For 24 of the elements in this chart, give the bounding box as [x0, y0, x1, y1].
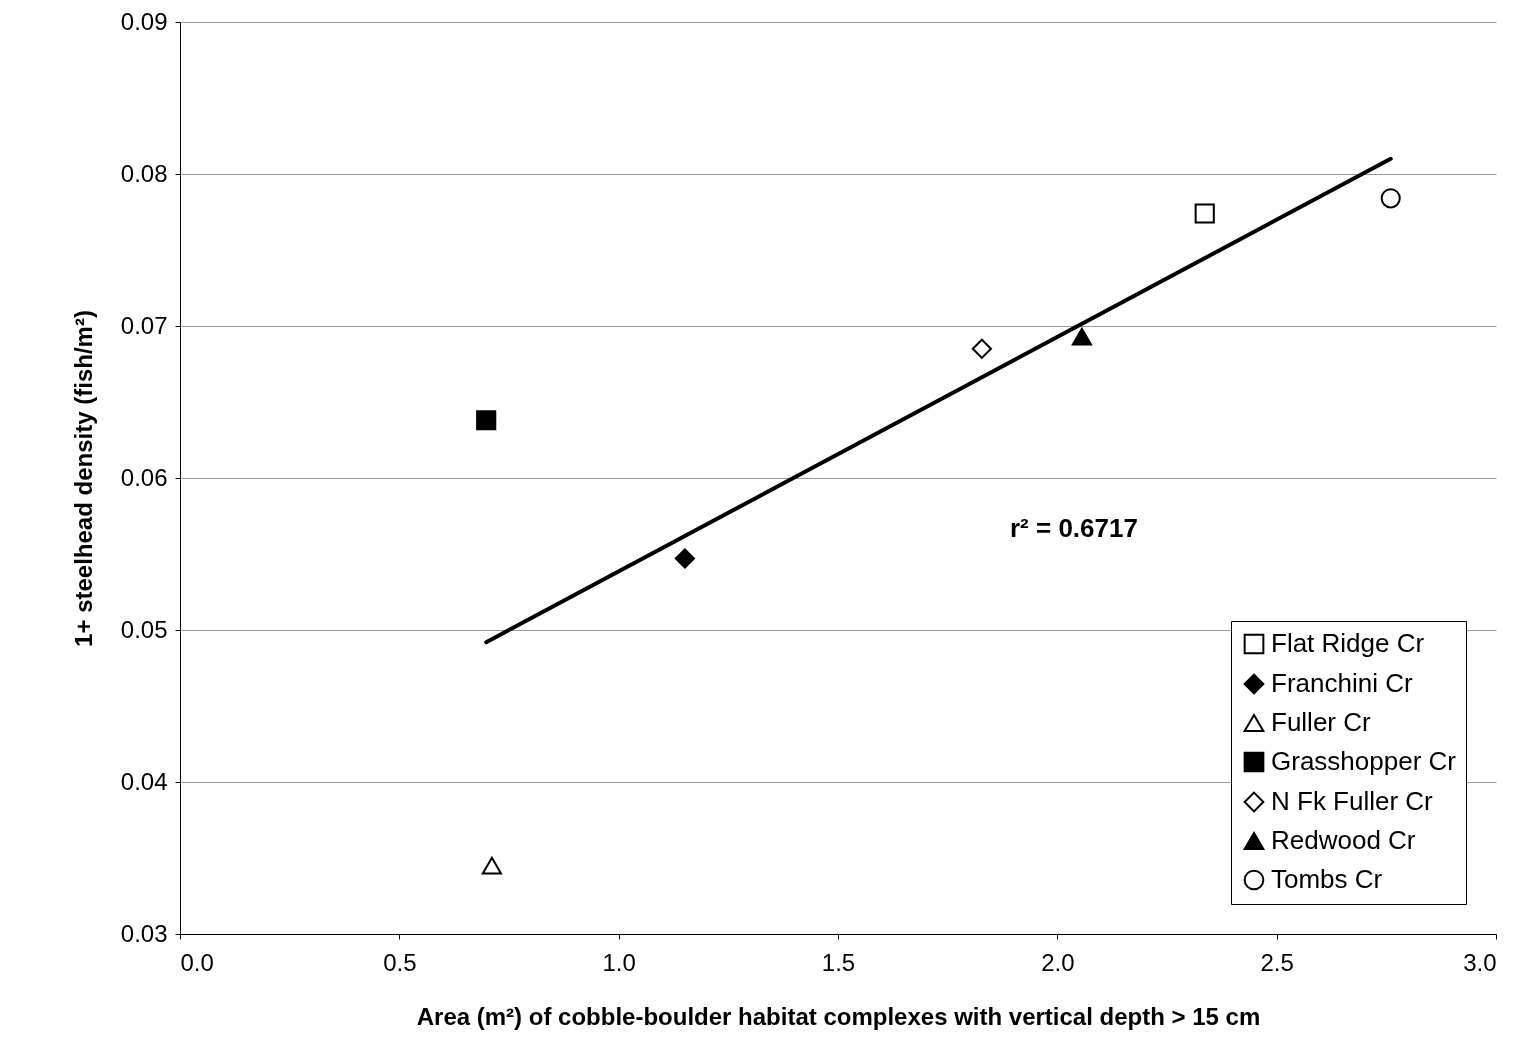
legend-label: Flat Ridge Cr	[1271, 628, 1425, 658]
legend-label: Tombs Cr	[1271, 864, 1383, 894]
x-axis-title: Area (m²) of cobble-boulder habitat complexes with vertical depth > 15 cm	[416, 1002, 1261, 1030]
legend-label: Grasshopper Cr	[1271, 746, 1457, 776]
legend-label: N Fk Fuller Cr	[1271, 786, 1434, 816]
x-tick-label: 0.5	[383, 948, 417, 976]
legend-label: Franchini Cr	[1271, 668, 1413, 698]
x-tick-label: 2.5	[1260, 948, 1294, 976]
x-tick-label: 3.0	[1463, 948, 1497, 976]
y-axis-title: 1+ steelhead density (fish/m²)	[69, 310, 97, 647]
y-tick-label: 0.08	[120, 159, 168, 187]
x-tick-label: 2.0	[1041, 948, 1075, 976]
y-tick-label: 0.04	[120, 767, 168, 795]
x-tick-label: 1.0	[602, 948, 636, 976]
y-tick-label: 0.09	[120, 7, 168, 35]
x-tick-label: 0.0	[180, 948, 214, 976]
legend-label: Fuller Cr	[1271, 707, 1372, 737]
y-tick-label: 0.06	[120, 463, 168, 491]
y-tick-label: 0.05	[120, 615, 168, 643]
y-tick-label: 0.07	[120, 311, 168, 339]
annotation: r² = 0.6717	[1010, 513, 1138, 543]
legend-label: Redwood Cr	[1271, 825, 1416, 855]
x-tick-label: 1.5	[821, 948, 856, 976]
y-tick-label: 0.03	[120, 919, 168, 947]
